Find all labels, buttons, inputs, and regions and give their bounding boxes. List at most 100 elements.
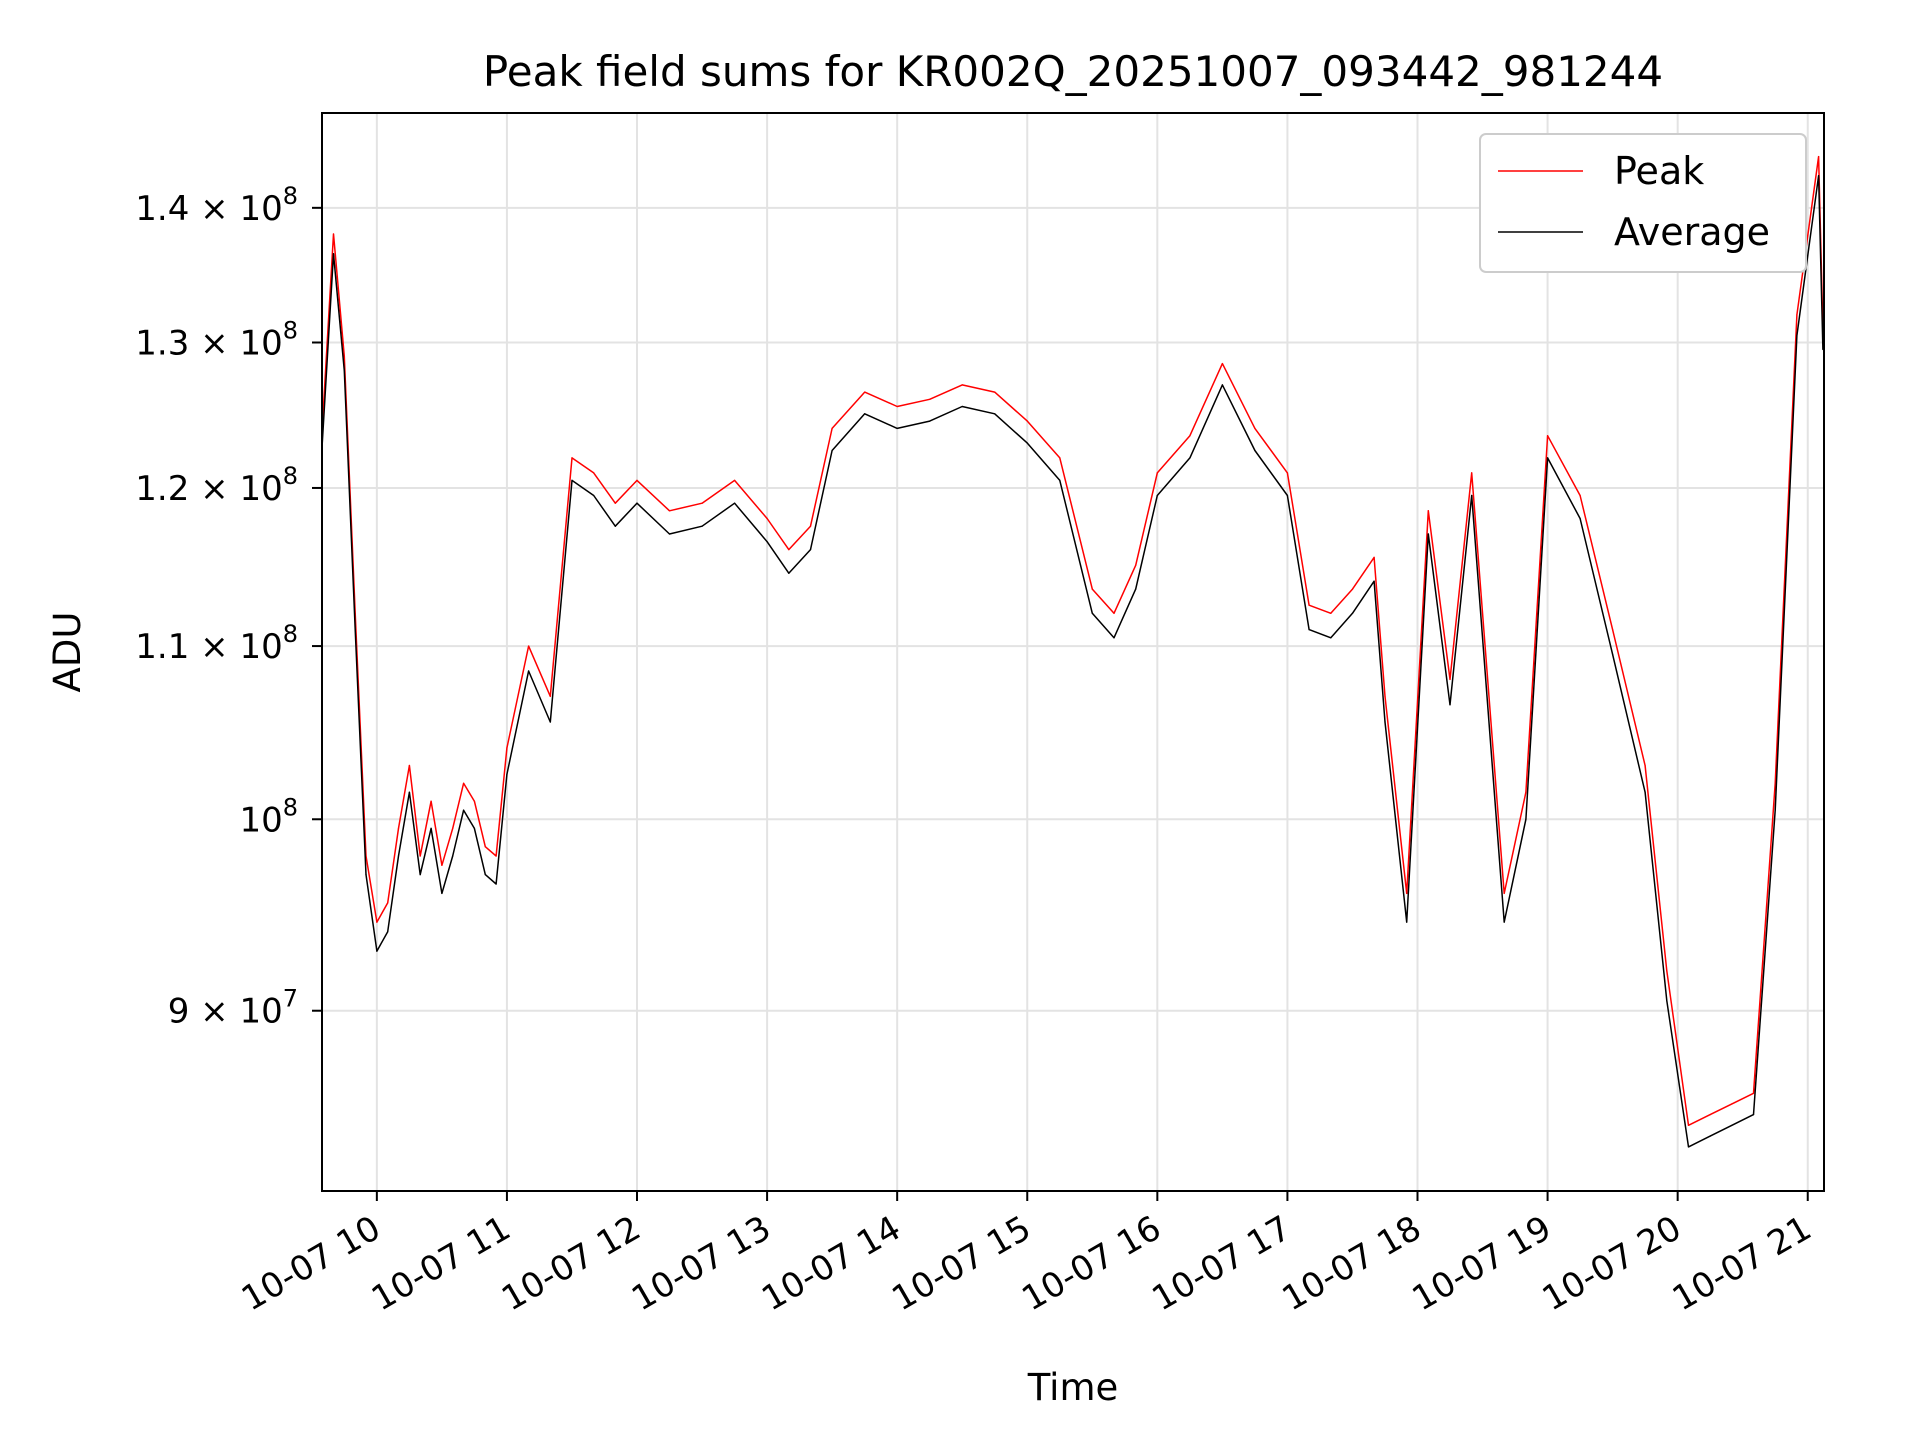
data-point-peak [1026, 420, 1028, 422]
data-point-peak [864, 391, 866, 393]
y-tick-label: 108 [239, 793, 298, 840]
data-point-average [387, 931, 389, 933]
data-point-peak [1406, 892, 1408, 895]
data-point-peak [1525, 791, 1527, 793]
data-point-peak [1373, 556, 1375, 559]
data-point-peak [430, 800, 432, 802]
data-point-average [734, 502, 736, 504]
data-point-peak [1612, 629, 1614, 631]
data-point-peak [473, 800, 475, 802]
data-point-average [1579, 517, 1581, 520]
data-point-peak [1427, 510, 1429, 512]
data-point-average [473, 827, 475, 830]
data-point-peak [376, 921, 378, 923]
data-point-peak [896, 405, 898, 408]
data-point-average [614, 525, 616, 527]
data-point-average [1687, 1146, 1690, 1148]
data-point-peak [463, 782, 465, 784]
series-line-average [322, 174, 1824, 1148]
data-point-peak [1221, 363, 1223, 365]
data-point-average [1796, 334, 1798, 337]
data-point-average [484, 874, 486, 876]
data-point-average [1503, 921, 1505, 923]
data-point-peak [1449, 678, 1451, 681]
data-point-peak [1189, 435, 1191, 437]
data-point-average [1427, 533, 1429, 535]
data-point-average [343, 370, 345, 372]
data-point-average [419, 874, 421, 876]
series-lines [322, 155, 1824, 1148]
data-point-peak [788, 549, 790, 551]
data-point-peak [831, 427, 833, 429]
data-point-average [452, 855, 454, 857]
data-point-average [1135, 588, 1137, 590]
data-point-average [354, 629, 356, 631]
data-point-peak [1644, 764, 1646, 767]
data-point-average [701, 525, 703, 527]
data-point-average [1059, 479, 1061, 481]
data-point-average [809, 549, 812, 551]
data-point-average [528, 670, 530, 672]
data-point-average [495, 883, 497, 885]
data-point-peak [1308, 604, 1310, 606]
data-point-peak [1471, 472, 1473, 474]
data-point-peak [1547, 435, 1549, 437]
y-tick-label: 9 × 107 [168, 985, 298, 1032]
data-point-peak [1059, 457, 1061, 459]
data-point-peak [1666, 970, 1668, 972]
data-point-peak [734, 479, 736, 481]
data-point-peak [1330, 612, 1332, 614]
y-axis-label: ADU [46, 612, 89, 693]
data-point-average [1254, 449, 1256, 452]
data-point-peak [1579, 494, 1581, 497]
data-point-average [1774, 809, 1776, 811]
plot-frame [321, 112, 1825, 1192]
data-point-peak [343, 355, 345, 358]
data-point-average [1709, 1135, 1711, 1137]
y-tick-label: 1.1 × 108 [135, 620, 298, 667]
y-tick-label: 1.4 × 108 [135, 182, 298, 229]
data-point-peak [614, 502, 616, 504]
data-point-average [766, 541, 768, 543]
data-point-peak [1818, 156, 1820, 158]
data-point-peak [1709, 1114, 1711, 1116]
data-point-peak [332, 233, 335, 235]
data-point-average [1525, 818, 1527, 820]
data-point-peak [701, 502, 703, 504]
data-point-average [1330, 637, 1332, 639]
data-point-peak [1796, 314, 1798, 316]
data-point-peak [397, 827, 400, 830]
data-point-peak [636, 479, 638, 481]
data-point-average [1286, 494, 1288, 497]
data-point-average [668, 533, 671, 535]
data-point-peak [452, 827, 454, 830]
data-point-average [397, 855, 400, 857]
data-point-average [831, 449, 833, 452]
data-point-average [1026, 442, 1028, 444]
data-point-peak [549, 695, 551, 697]
data-point-average [961, 405, 963, 408]
chart-title: Peak field sums for KR002Q_20251007_0934… [483, 47, 1663, 96]
legend-label-peak: Peak [1614, 149, 1704, 193]
data-point-average [1189, 457, 1191, 459]
data-point-peak [387, 902, 389, 904]
legend: Peak Average [1479, 133, 1807, 273]
data-point-average [1547, 457, 1549, 459]
data-point-peak [1091, 588, 1093, 590]
data-point-average [365, 874, 367, 876]
y-axis: 9 × 107 108 1.1 × 108 1.2 × 108 1.3 × 108 1.4… [135, 182, 322, 1032]
data-point-average [441, 892, 443, 895]
data-point-average [376, 950, 378, 952]
data-point-peak [1135, 564, 1137, 566]
data-point-peak [1254, 427, 1256, 429]
data-point-average [994, 413, 996, 415]
data-point-average [1156, 494, 1158, 497]
data-point-peak [441, 864, 443, 866]
data-point-peak [668, 510, 671, 512]
data-point-average [1612, 653, 1614, 655]
data-point-average [549, 721, 551, 723]
data-point-average [1221, 384, 1223, 386]
data-point-average [1818, 175, 1820, 177]
data-point-average [1113, 637, 1115, 639]
data-point-peak [1351, 588, 1354, 590]
